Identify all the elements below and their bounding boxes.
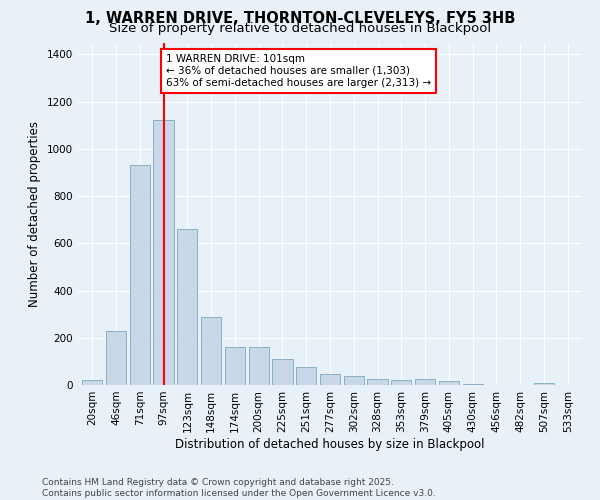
Bar: [248, 347, 269, 385]
Bar: [391, 380, 412, 385]
Bar: [344, 376, 364, 385]
Bar: [415, 379, 435, 385]
X-axis label: Distribution of detached houses by size in Blackpool: Distribution of detached houses by size …: [175, 438, 485, 450]
Bar: [272, 359, 293, 385]
Bar: [82, 380, 103, 385]
Text: 1 WARREN DRIVE: 101sqm
← 36% of detached houses are smaller (1,303)
63% of semi-: 1 WARREN DRIVE: 101sqm ← 36% of detached…: [166, 54, 431, 88]
Bar: [439, 382, 459, 385]
Bar: [463, 384, 483, 385]
Bar: [296, 368, 316, 385]
Bar: [534, 383, 554, 385]
Bar: [367, 379, 388, 385]
Text: Size of property relative to detached houses in Blackpool: Size of property relative to detached ho…: [109, 22, 491, 35]
Bar: [201, 316, 221, 385]
Bar: [154, 120, 173, 385]
Bar: [320, 374, 340, 385]
Bar: [225, 347, 245, 385]
Text: Contains HM Land Registry data © Crown copyright and database right 2025.
Contai: Contains HM Land Registry data © Crown c…: [42, 478, 436, 498]
Bar: [177, 229, 197, 385]
Bar: [106, 330, 126, 385]
Text: 1, WARREN DRIVE, THORNTON-CLEVELEYS, FY5 3HB: 1, WARREN DRIVE, THORNTON-CLEVELEYS, FY5…: [85, 11, 515, 26]
Bar: [130, 166, 150, 385]
Y-axis label: Number of detached properties: Number of detached properties: [28, 120, 41, 306]
